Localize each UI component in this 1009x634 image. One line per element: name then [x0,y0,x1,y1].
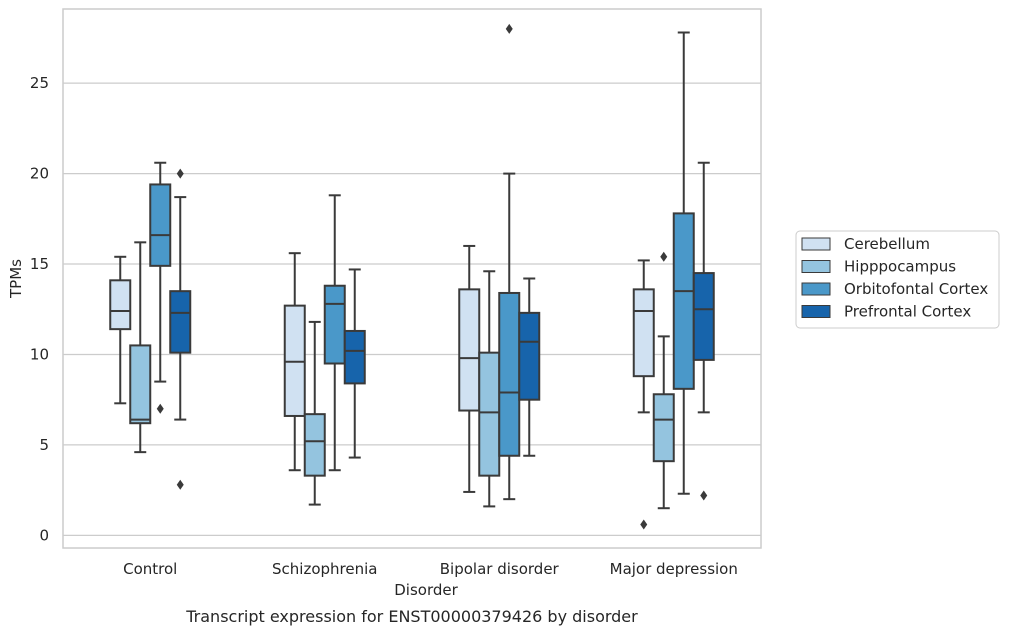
y-tick-label: 20 [30,165,49,183]
box [692,161,715,501]
outlier-point [505,23,513,34]
box-body [149,183,172,267]
y-axis-label: TPMs [7,259,25,299]
box [283,252,306,472]
x-tick-label: Control [123,560,177,578]
grid-lines [63,82,761,536]
box-body [478,351,501,477]
y-tick-labels: 0 5 10 15 20 25 [30,74,49,544]
box-series [109,23,715,530]
box [129,241,152,454]
x-tick-label: Bipolar disorder [440,560,560,578]
x-axis-label: Disorder [394,581,458,599]
box [343,268,366,459]
box-body [323,284,346,365]
box-body [632,288,655,378]
box [303,320,326,506]
box [498,23,521,501]
y-tick-label: 10 [30,345,49,363]
box-body [458,288,481,412]
outlier-point [700,490,708,501]
y-tick-label: 5 [39,436,49,454]
y-tick-label: 15 [30,255,49,273]
legend-label: Cerebellum [844,235,930,253]
chart-caption: Transcript expression for ENST0000037942… [185,607,638,626]
x-tick-label: Major depression [610,560,738,578]
outlier-point [176,168,184,179]
box-body [518,311,541,401]
legend-label: Hipppocampus [844,258,956,276]
legend-label: Orbitofontal Cortex [844,280,988,298]
legend-swatch [801,237,831,251]
box [632,259,655,530]
box-body [652,393,675,463]
legend-label: Prefrontal Cortex [844,303,971,321]
box-body [498,291,521,457]
x-tick-label: Schizophrenia [272,560,377,578]
series-prefrontal-cortex [169,161,715,501]
outlier-point [176,479,184,490]
box [109,255,132,405]
legend-swatch [801,282,831,296]
box-body [129,344,152,425]
box [672,31,695,495]
box [169,168,192,490]
series-hipppocampus [129,241,675,510]
box-body [343,329,366,385]
y-tick-label: 25 [30,74,49,92]
legend-swatch [801,305,831,318]
box-body [303,413,326,477]
box [518,277,541,457]
series-cerebellum [109,244,655,530]
legend-swatch [801,260,831,273]
box-body [692,272,715,361]
x-tick-labels: Control Schizophrenia Bipolar disorder Majo… [123,560,738,578]
legend-frame [795,230,1000,329]
plot-frame [62,8,762,549]
box [323,194,346,472]
outlier-point [156,403,164,414]
box [478,270,501,508]
legend: Cerebellum Hipppocampus Orbitofontal Corte… [795,230,1000,329]
box [652,251,675,510]
box [149,161,172,414]
outlier-point [660,251,668,262]
box-body [169,290,192,354]
outlier-point [640,519,648,530]
series-orbitofontal-cortex [149,23,695,501]
y-tick-label: 0 [39,526,49,544]
box [458,244,481,493]
box-body [672,212,695,390]
box-body [109,279,132,331]
